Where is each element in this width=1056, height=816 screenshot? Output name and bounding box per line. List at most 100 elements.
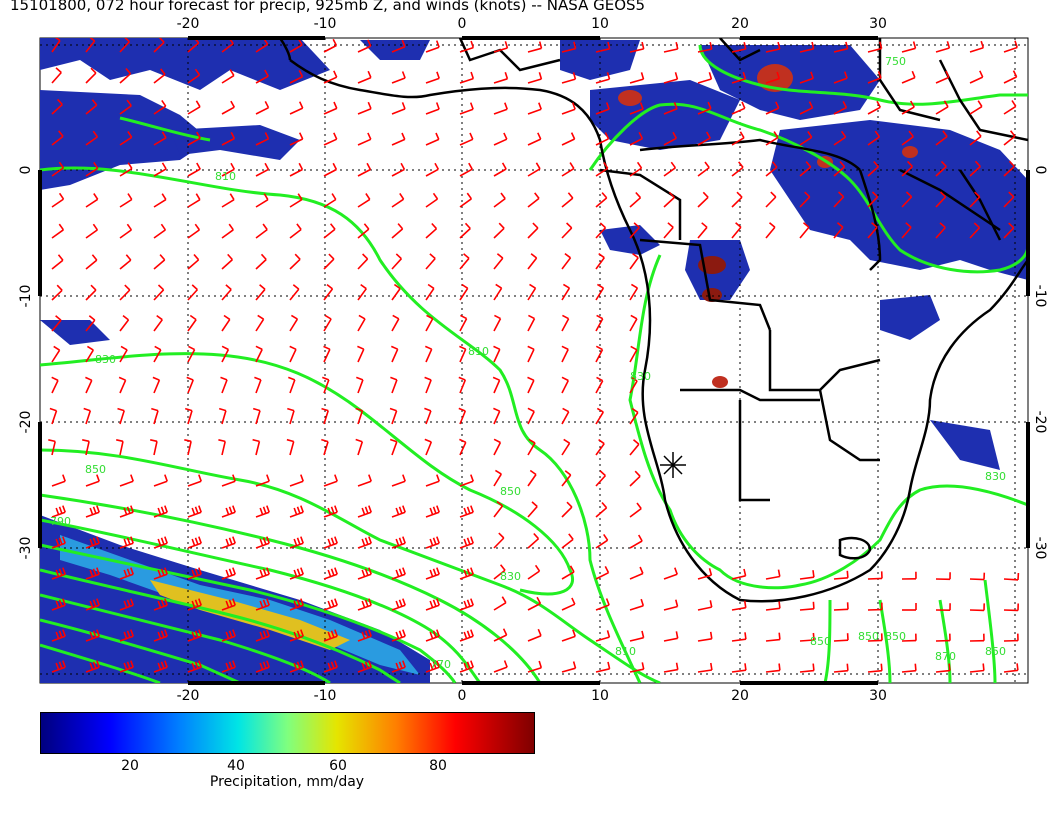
- wind-barb-flag: [874, 130, 881, 138]
- frame-tick-bars: [38, 36, 1030, 685]
- wind-barb-flag: [220, 376, 228, 381]
- wind-barb-flag: [327, 600, 332, 608]
- wind-barb-flag: [739, 131, 745, 139]
- wind-barb-flag: [89, 38, 96, 42]
- wind-barb-flag: [707, 101, 712, 109]
- wind-barb-flag: [191, 600, 196, 608]
- wind-barb-flag: [230, 162, 236, 170]
- wind-barb-flag: [810, 71, 814, 79]
- wind-barb-flag: [500, 192, 506, 200]
- wind-barb-flag: [89, 600, 94, 608]
- wind-barb: [765, 607, 780, 611]
- wind-barb-flag: [630, 314, 638, 320]
- wind-barb-flag: [566, 501, 573, 508]
- wind-barb: [153, 41, 165, 53]
- wind-barb: [731, 107, 746, 115]
- wind-barb: [595, 411, 604, 425]
- lon-tick-bottom: 30: [869, 688, 887, 704]
- wind-barb: [119, 73, 132, 84]
- wind-barb-flag: [702, 191, 709, 198]
- wind-barb-flag: [161, 131, 167, 139]
- wind-barb-flag: [123, 600, 128, 608]
- wind-barb: [425, 77, 440, 84]
- wind-barb-flag: [49, 407, 57, 412]
- wind-barb-flag: [572, 72, 577, 80]
- lat-tick-left: -10: [18, 285, 34, 308]
- wind-barb-flag: [225, 284, 232, 291]
- wind-barb: [357, 76, 372, 84]
- wind-barb: [527, 197, 540, 208]
- wind-barb-flag: [568, 533, 574, 540]
- wind-barb: [357, 410, 364, 425]
- wind-barb: [289, 410, 295, 425]
- wind-barb-flag: [709, 42, 713, 50]
- wind-barb-flag: [871, 222, 878, 228]
- lon-tick-bottom: -20: [177, 688, 200, 704]
- wind-barb: [391, 288, 401, 301]
- wind-barb-flag: [595, 345, 603, 351]
- wind-barb-flag: [92, 506, 97, 514]
- wind-barb-flag: [229, 193, 235, 201]
- wind-barb-flag: [130, 660, 134, 668]
- wind-barb-flag: [191, 507, 196, 515]
- wind-barb: [629, 287, 639, 301]
- wind-barb: [85, 198, 99, 208]
- wind-barb-flag: [260, 253, 267, 261]
- wind-barb: [663, 226, 674, 239]
- wind-barb: [391, 108, 406, 115]
- wind-barb-flag: [368, 536, 372, 544]
- wind-barb-flag: [292, 284, 300, 290]
- wind-barb-flag: [55, 315, 62, 321]
- wind-barb: [935, 196, 947, 208]
- wind-barb-flag: [808, 101, 814, 109]
- wind-barb-flag: [805, 161, 812, 168]
- wind-barb-flag: [300, 660, 304, 668]
- wind-barb: [85, 480, 100, 487]
- wind-barb-flag: [493, 407, 501, 412]
- wind-barb-flag: [980, 40, 985, 48]
- wind-barb-flag: [184, 407, 193, 412]
- wind-barb-flag: [55, 538, 60, 546]
- wind-barb: [391, 228, 404, 239]
- wind-barb: [493, 569, 506, 580]
- wind-barb-flag: [262, 223, 268, 231]
- wind-barb-flag: [186, 376, 194, 381]
- wind-barb: [901, 226, 912, 239]
- wind-barb-flag: [125, 67, 132, 75]
- wind-barb-flag: [92, 568, 97, 576]
- contour-label: 810: [615, 645, 636, 658]
- wind-barb: [357, 198, 371, 208]
- wind-barb-flag: [743, 42, 747, 50]
- wind-barb-flag: [327, 662, 332, 670]
- wind-barb-flag: [492, 376, 500, 381]
- wind-barb: [595, 78, 610, 84]
- wind-barb: [595, 257, 605, 270]
- wind-barb-flag: [266, 474, 270, 482]
- wind-barb-flag: [571, 102, 576, 110]
- wind-barb: [629, 197, 642, 208]
- wind-barb-flag: [300, 629, 304, 637]
- wind-barb-flag: [225, 507, 230, 515]
- wind-barb-flag: [127, 193, 133, 200]
- wind-barb-flag: [566, 222, 573, 229]
- wind-barb: [459, 227, 471, 239]
- wind-barb: [119, 259, 132, 270]
- wind-barb: [527, 318, 536, 332]
- wind-barb-flag: [293, 569, 298, 577]
- map-title: 15101800, 072 hour forecast for precip, …: [10, 0, 646, 14]
- wind-barb-flag: [778, 632, 781, 640]
- wind-barb-flag: [90, 67, 97, 74]
- wind-barb-flag: [424, 438, 432, 443]
- wind-barb: [119, 198, 133, 208]
- wind-barb-flag: [736, 191, 743, 198]
- wind-barb-flag: [395, 569, 400, 577]
- wind-barb: [255, 441, 261, 456]
- wind-barb: [867, 166, 879, 177]
- wind-barb-flag: [161, 162, 167, 170]
- wind-barb-flag: [395, 507, 400, 515]
- wind-barb-flag: [395, 538, 400, 546]
- wind-barb-flag: [48, 439, 56, 443]
- wind-barb-flag: [194, 661, 199, 669]
- wind-barb: [187, 106, 201, 115]
- wind-barb-flag: [527, 345, 535, 351]
